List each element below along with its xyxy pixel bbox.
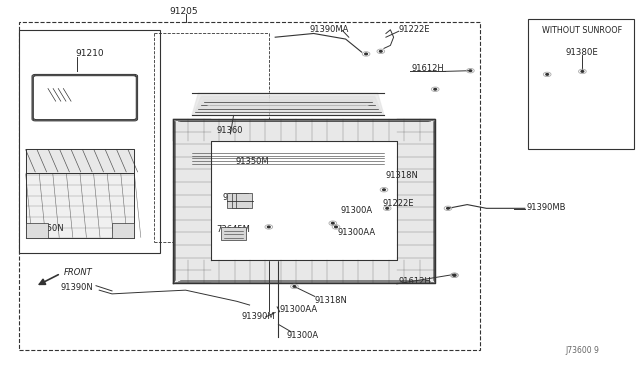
Text: 91390MA: 91390MA xyxy=(309,25,349,33)
Circle shape xyxy=(380,51,382,52)
Polygon shape xyxy=(26,149,134,173)
Circle shape xyxy=(365,53,367,55)
FancyBboxPatch shape xyxy=(33,75,137,120)
Bar xyxy=(221,227,246,240)
FancyBboxPatch shape xyxy=(32,74,138,121)
Circle shape xyxy=(581,71,584,72)
Circle shape xyxy=(383,189,385,190)
Text: 91380E: 91380E xyxy=(566,48,599,57)
Circle shape xyxy=(453,275,456,276)
Text: 91210: 91210 xyxy=(76,49,104,58)
Text: 91205: 91205 xyxy=(170,7,198,16)
Circle shape xyxy=(447,208,449,209)
Polygon shape xyxy=(198,100,378,109)
Bar xyxy=(528,19,634,149)
Text: 91300AA: 91300AA xyxy=(337,228,376,237)
Circle shape xyxy=(546,74,548,75)
Text: J73600 9: J73600 9 xyxy=(565,346,599,355)
Polygon shape xyxy=(211,141,397,260)
Polygon shape xyxy=(192,93,384,115)
Bar xyxy=(236,193,252,208)
Circle shape xyxy=(386,208,388,209)
Text: 91390M: 91390M xyxy=(242,312,276,321)
Text: 91295: 91295 xyxy=(222,193,248,202)
Circle shape xyxy=(335,226,337,228)
Circle shape xyxy=(332,222,334,224)
Bar xyxy=(26,223,48,238)
Text: 91390MB: 91390MB xyxy=(526,203,566,212)
Text: 91350M: 91350M xyxy=(236,157,269,166)
Polygon shape xyxy=(195,96,381,112)
Circle shape xyxy=(268,226,270,228)
Text: 91360: 91360 xyxy=(216,126,243,135)
Text: 91318N: 91318N xyxy=(315,296,348,305)
Bar xyxy=(112,223,134,238)
Circle shape xyxy=(434,89,436,90)
Text: 91222E: 91222E xyxy=(399,25,430,33)
Polygon shape xyxy=(26,173,134,238)
Text: 91612H: 91612H xyxy=(412,64,444,73)
Bar xyxy=(232,193,248,208)
Text: 91300AA: 91300AA xyxy=(280,305,318,314)
Bar xyxy=(227,193,243,208)
Text: 91390N: 91390N xyxy=(61,283,93,292)
Circle shape xyxy=(453,275,456,276)
Bar xyxy=(19,22,480,350)
Polygon shape xyxy=(173,119,435,283)
Polygon shape xyxy=(204,102,372,106)
Circle shape xyxy=(469,70,472,71)
Text: 91250N: 91250N xyxy=(32,224,65,233)
Polygon shape xyxy=(201,103,375,105)
Text: 91612H: 91612H xyxy=(399,277,431,286)
Text: WITHOUT SUNROOF: WITHOUT SUNROOF xyxy=(542,26,623,35)
Text: 73645M: 73645M xyxy=(216,225,250,234)
Bar xyxy=(19,30,160,253)
Text: 91318N: 91318N xyxy=(386,171,419,180)
Text: 91300A: 91300A xyxy=(287,331,319,340)
Text: 91300A: 91300A xyxy=(340,206,372,215)
FancyBboxPatch shape xyxy=(33,76,136,120)
Circle shape xyxy=(293,286,296,287)
Text: FRONT: FRONT xyxy=(64,268,93,277)
Text: 91222E: 91222E xyxy=(383,199,414,208)
